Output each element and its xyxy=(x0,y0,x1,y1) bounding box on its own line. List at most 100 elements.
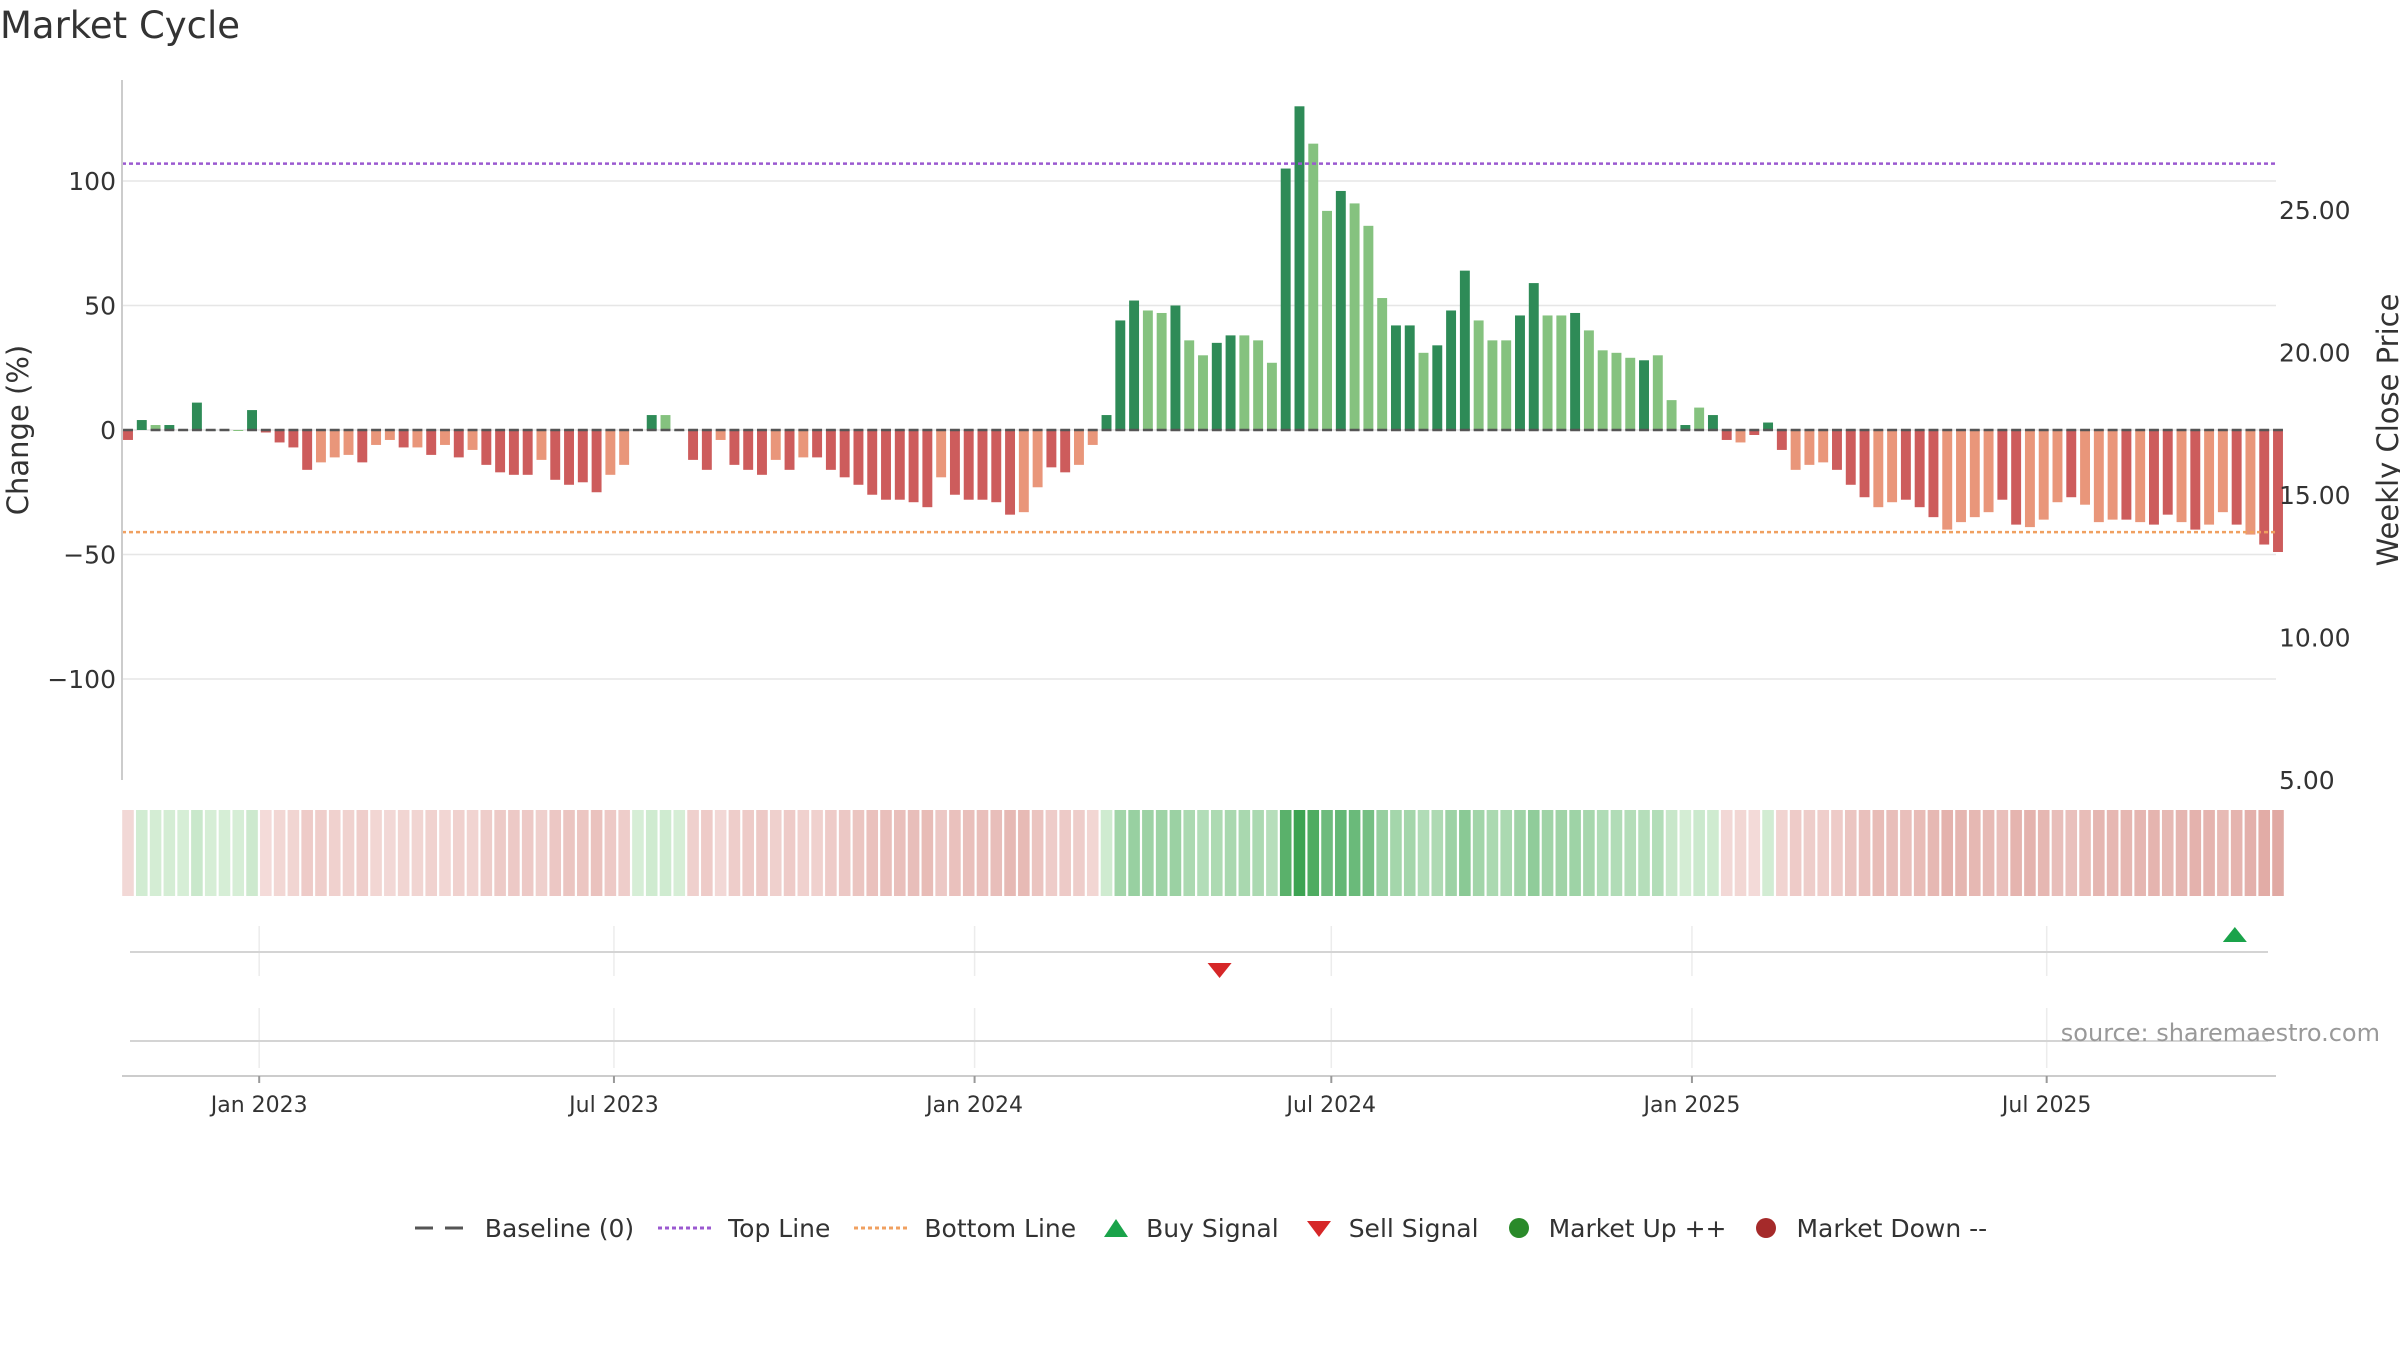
heat-cell xyxy=(1486,810,1499,896)
bar xyxy=(2162,430,2173,515)
heat-cell xyxy=(2106,810,2119,896)
heat-cell xyxy=(439,810,451,896)
bar xyxy=(1184,340,1195,430)
bar xyxy=(1845,430,1856,485)
bar xyxy=(1487,340,1498,430)
bar xyxy=(743,430,754,470)
heat-cell xyxy=(2230,810,2243,896)
sell-signal-marker xyxy=(1207,963,1232,978)
bar xyxy=(315,430,326,463)
heat-cell xyxy=(2079,810,2091,896)
x-tick-label: Jul 2025 xyxy=(2000,1093,2092,1118)
heat-cell xyxy=(2217,810,2229,896)
bar xyxy=(1074,430,1084,465)
bar xyxy=(2190,430,2201,530)
bar xyxy=(991,430,1002,503)
bar xyxy=(522,430,533,475)
bar xyxy=(1721,430,1732,440)
bar xyxy=(1790,430,1801,470)
y-tick-label: 100 xyxy=(68,167,116,196)
heat-cell xyxy=(590,810,603,896)
bar xyxy=(1528,283,1539,430)
bar xyxy=(2176,430,2187,523)
bar xyxy=(1639,360,1649,430)
heat-cell xyxy=(618,810,630,896)
heat-cell xyxy=(1417,810,1430,896)
bar xyxy=(508,430,519,475)
legend-label: Market Up ++ xyxy=(1548,1213,1727,1243)
heat-cell xyxy=(632,810,644,896)
heat-cell xyxy=(825,810,837,896)
bar xyxy=(2011,430,2022,525)
heat-cell xyxy=(2010,810,2022,896)
heat-cell xyxy=(1210,810,1223,896)
heat-cell xyxy=(1018,810,1030,896)
bar xyxy=(1928,430,1939,518)
bar xyxy=(1156,312,1167,430)
heat-cell xyxy=(1652,810,1664,896)
bar xyxy=(1666,400,1677,430)
heat-cell xyxy=(797,810,810,896)
heat-cell xyxy=(604,810,617,896)
bar xyxy=(2052,430,2063,503)
bar xyxy=(2024,430,2035,528)
heat-cell xyxy=(949,810,961,896)
heat-cell xyxy=(480,810,493,896)
bar xyxy=(2231,430,2242,525)
heat-cell xyxy=(783,810,796,896)
bar xyxy=(550,430,561,480)
bar xyxy=(591,430,602,493)
bar xyxy=(481,430,492,465)
heat-cell xyxy=(1514,810,1526,896)
heat-cell xyxy=(397,810,410,896)
heat-cell xyxy=(260,810,272,896)
heat-cell xyxy=(2244,810,2257,896)
heat-cell xyxy=(1335,810,1347,896)
bar xyxy=(1625,357,1636,430)
bar xyxy=(247,410,257,430)
heat-cell xyxy=(1459,810,1471,896)
bar xyxy=(1459,270,1470,430)
y2-tick-label: 10.00 xyxy=(2279,624,2351,653)
y-tick-label: −100 xyxy=(47,665,116,694)
bar xyxy=(1377,298,1388,430)
bar xyxy=(2149,430,2159,525)
bar xyxy=(908,430,919,503)
bar xyxy=(123,430,133,440)
bar xyxy=(1818,430,1829,463)
heat-cell xyxy=(1720,810,1733,896)
heat-cell xyxy=(1403,810,1416,896)
triangle-down-icon xyxy=(1306,1221,1331,1237)
heat-cell xyxy=(1596,810,1609,896)
legend-item: Baseline (0) xyxy=(413,1214,634,1243)
heat-cell xyxy=(1913,810,1926,896)
heat-cell xyxy=(1390,810,1402,896)
legend-item: Market Down -- xyxy=(1748,1214,1987,1243)
y2-axis-label: Weekly Close Price xyxy=(2371,294,2400,567)
bar xyxy=(798,430,809,458)
heat-cell xyxy=(962,810,975,896)
x-tick-label: Jan 2023 xyxy=(209,1093,308,1118)
heat-cell xyxy=(287,810,300,896)
heat-cell xyxy=(1073,810,1085,896)
bar xyxy=(343,430,354,455)
bar xyxy=(1900,430,1911,500)
heat-cell xyxy=(990,810,1003,896)
heat-cell xyxy=(315,810,327,896)
bar xyxy=(1873,430,1884,508)
bar xyxy=(398,430,409,448)
bar xyxy=(1763,422,1774,430)
heat-cell xyxy=(1583,810,1595,896)
heat-cell xyxy=(1762,810,1774,896)
bar xyxy=(453,430,464,458)
bar xyxy=(1914,430,1925,508)
bar xyxy=(2107,430,2118,520)
heat-cell xyxy=(1431,810,1444,896)
bar xyxy=(1652,355,1663,430)
bar xyxy=(1473,320,1484,430)
heat-cell xyxy=(2161,810,2174,896)
bar xyxy=(577,430,588,483)
bar xyxy=(233,430,244,431)
heat-cell xyxy=(907,810,920,896)
bar xyxy=(1060,430,1071,473)
